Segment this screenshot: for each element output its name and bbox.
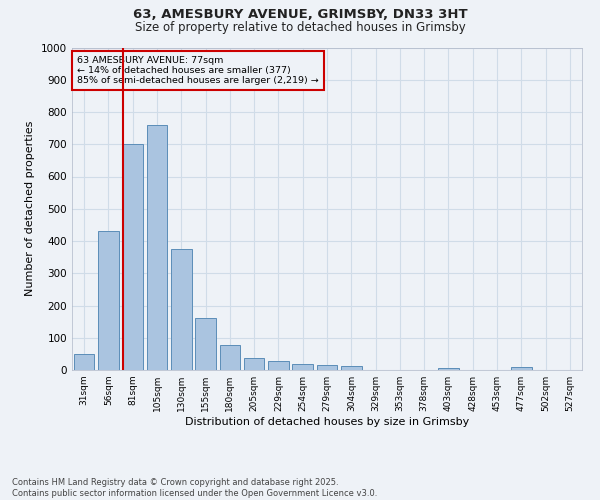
Bar: [438, 368, 459, 370]
Bar: [220, 345, 240, 370]
Text: Size of property relative to detached houses in Grimsby: Size of property relative to detached ho…: [134, 21, 466, 34]
Bar: [341, 366, 362, 370]
Bar: [268, 361, 289, 370]
Bar: [292, 364, 313, 370]
Bar: [511, 368, 532, 370]
Bar: [195, 318, 216, 370]
Text: Contains HM Land Registry data © Crown copyright and database right 2025.
Contai: Contains HM Land Registry data © Crown c…: [12, 478, 377, 498]
Bar: [171, 249, 191, 370]
Y-axis label: Number of detached properties: Number of detached properties: [25, 121, 35, 296]
Bar: [146, 125, 167, 370]
Bar: [317, 366, 337, 370]
Bar: [122, 144, 143, 370]
Bar: [244, 358, 265, 370]
X-axis label: Distribution of detached houses by size in Grimsby: Distribution of detached houses by size …: [185, 417, 469, 427]
Bar: [74, 354, 94, 370]
Text: 63, AMESBURY AVENUE, GRIMSBY, DN33 3HT: 63, AMESBURY AVENUE, GRIMSBY, DN33 3HT: [133, 8, 467, 20]
Bar: [98, 232, 119, 370]
Text: 63 AMESBURY AVENUE: 77sqm
← 14% of detached houses are smaller (377)
85% of semi: 63 AMESBURY AVENUE: 77sqm ← 14% of detac…: [77, 56, 319, 86]
